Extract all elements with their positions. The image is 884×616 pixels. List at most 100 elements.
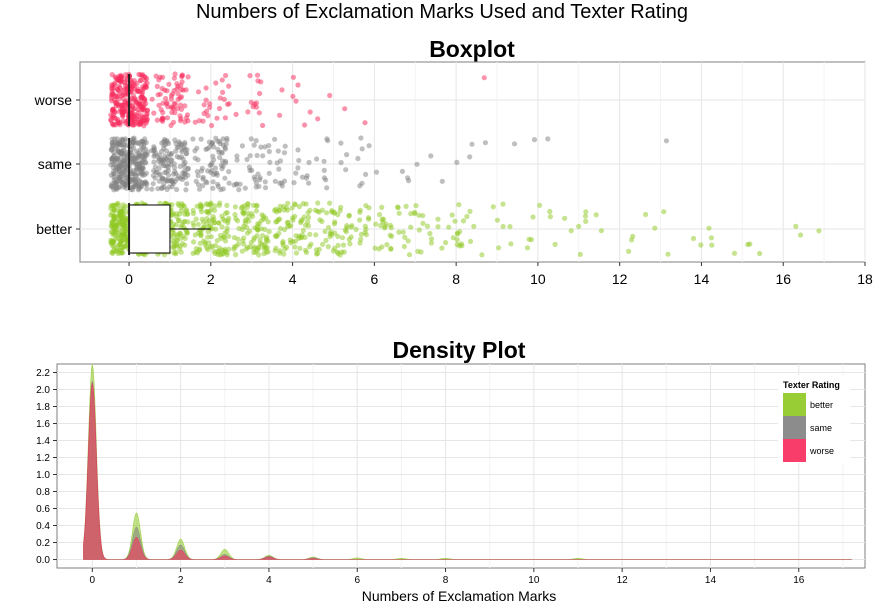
boxplot-point-same — [130, 168, 137, 174]
boxplot-point-better — [376, 212, 383, 218]
boxplot-point-better — [222, 230, 228, 236]
boxplot-point-better — [190, 250, 196, 256]
boxplot-point-same — [140, 146, 146, 152]
boxplot-point-same — [234, 153, 240, 159]
boxplot-point-better — [258, 218, 264, 224]
boxplot-point-worse — [153, 73, 159, 79]
boxplot-point-better — [757, 250, 763, 257]
boxplot-point-same — [149, 186, 155, 192]
boxplot-point-same — [162, 169, 168, 176]
boxplot-point-better — [277, 207, 283, 213]
boxplot-point-same — [359, 146, 365, 152]
boxplot-point-better — [428, 240, 434, 246]
boxplot-point-worse — [135, 113, 141, 120]
boxplot-x-tick-label: 16 — [775, 271, 791, 287]
boxplot-point-better — [293, 250, 299, 256]
boxplot-point-better — [120, 237, 126, 243]
boxplot-point-worse — [142, 83, 148, 89]
boxplot-point-worse — [123, 76, 129, 82]
boxplot-point-same — [363, 171, 369, 177]
boxplot-point-same — [172, 137, 178, 143]
boxplot-point-worse — [110, 107, 116, 113]
boxplot-point-same — [172, 165, 178, 171]
boxplot-point-worse — [256, 110, 262, 116]
density-y-tick-label: 0.6 — [36, 504, 50, 515]
boxplot-point-better — [300, 201, 306, 207]
boxplot-point-same — [180, 174, 186, 180]
boxplot-point-better — [363, 203, 369, 209]
boxplot-point-same — [150, 181, 156, 187]
boxplot-point-worse — [115, 86, 121, 92]
boxplot-point-worse — [214, 115, 220, 121]
density-grid — [57, 364, 865, 568]
boxplot-point-same — [325, 138, 331, 144]
boxplot-point-better — [706, 225, 712, 231]
boxplot-point-better — [123, 228, 129, 234]
boxplot-point-worse — [138, 120, 144, 126]
boxplot-point-better — [335, 212, 341, 218]
boxplot-point-better — [305, 210, 311, 216]
boxplot-point-same — [190, 136, 196, 142]
boxplot-point-same — [212, 170, 218, 176]
boxplot-point-better — [327, 200, 333, 206]
boxplot-point-better — [214, 237, 220, 244]
boxplot-point-better — [297, 245, 303, 251]
boxplot-point-worse — [108, 112, 114, 118]
boxplot-point-same — [217, 154, 223, 160]
legend-label-worse: worse — [809, 446, 834, 456]
boxplot-point-better — [240, 238, 246, 244]
boxplot-point-same — [303, 175, 309, 181]
boxplot-point-better — [116, 230, 123, 236]
boxplot-point-better — [281, 251, 287, 257]
boxplot-point-better — [245, 210, 251, 216]
density-legend: Texter Rating better same worse — [778, 375, 850, 463]
boxplot-point-same — [218, 149, 224, 155]
boxplot-point-better — [339, 235, 346, 241]
boxplot-point-better — [176, 217, 182, 223]
boxplot-point-same — [254, 152, 260, 159]
boxplot-point-better — [184, 207, 190, 213]
boxplot-point-better — [247, 228, 253, 234]
boxplot-point-same — [275, 148, 281, 154]
boxplot-point-worse — [108, 117, 114, 123]
boxplot-point-same — [183, 151, 189, 157]
boxplot-point-same — [213, 135, 219, 141]
boxplot-point-better — [224, 210, 230, 216]
boxplot-point-worse — [141, 115, 147, 121]
boxplot-point-better — [298, 218, 304, 224]
boxplot-point-better — [181, 219, 187, 225]
boxplot-point-worse — [224, 101, 231, 107]
boxplot-point-worse — [141, 106, 147, 112]
boxplot-point-same — [143, 170, 149, 176]
boxplot-point-worse — [121, 108, 127, 114]
boxplot-point-worse — [226, 83, 232, 89]
density-x-tick-label: 8 — [443, 575, 449, 586]
boxplot-point-same — [454, 159, 460, 165]
boxplot-point-worse — [160, 116, 166, 122]
boxplot-point-better — [332, 245, 338, 251]
boxplot-point-better — [343, 229, 349, 235]
boxplot-point-same — [155, 186, 161, 192]
boxplot-point-worse — [129, 84, 135, 90]
density-y-tick-label: 0.4 — [36, 521, 50, 532]
boxplot-point-better — [452, 218, 458, 224]
boxplot-point-same — [323, 177, 329, 183]
boxplot-point-worse — [156, 77, 162, 83]
boxplot-point-same — [194, 169, 200, 175]
boxplot-point-same — [276, 166, 282, 172]
boxplot-point-better — [439, 245, 445, 251]
boxplot-point-better — [208, 244, 214, 250]
boxplot-point-better — [530, 214, 536, 220]
boxplot-point-better — [290, 215, 296, 221]
density-y-tick-label: 0.8 — [36, 487, 50, 498]
boxplot-point-better — [232, 212, 238, 218]
density-areas — [83, 363, 852, 560]
boxplot-point-same — [321, 158, 327, 164]
boxplot-point-same — [338, 160, 344, 166]
boxplot-point-better — [280, 240, 286, 246]
boxplot-point-worse — [257, 90, 263, 97]
density-x-axis-label: Numbers of Exclamation Marks — [362, 588, 557, 604]
boxplot-point-same — [338, 140, 344, 146]
boxplot-point-better — [629, 237, 635, 243]
boxplot-point-better — [111, 226, 117, 232]
